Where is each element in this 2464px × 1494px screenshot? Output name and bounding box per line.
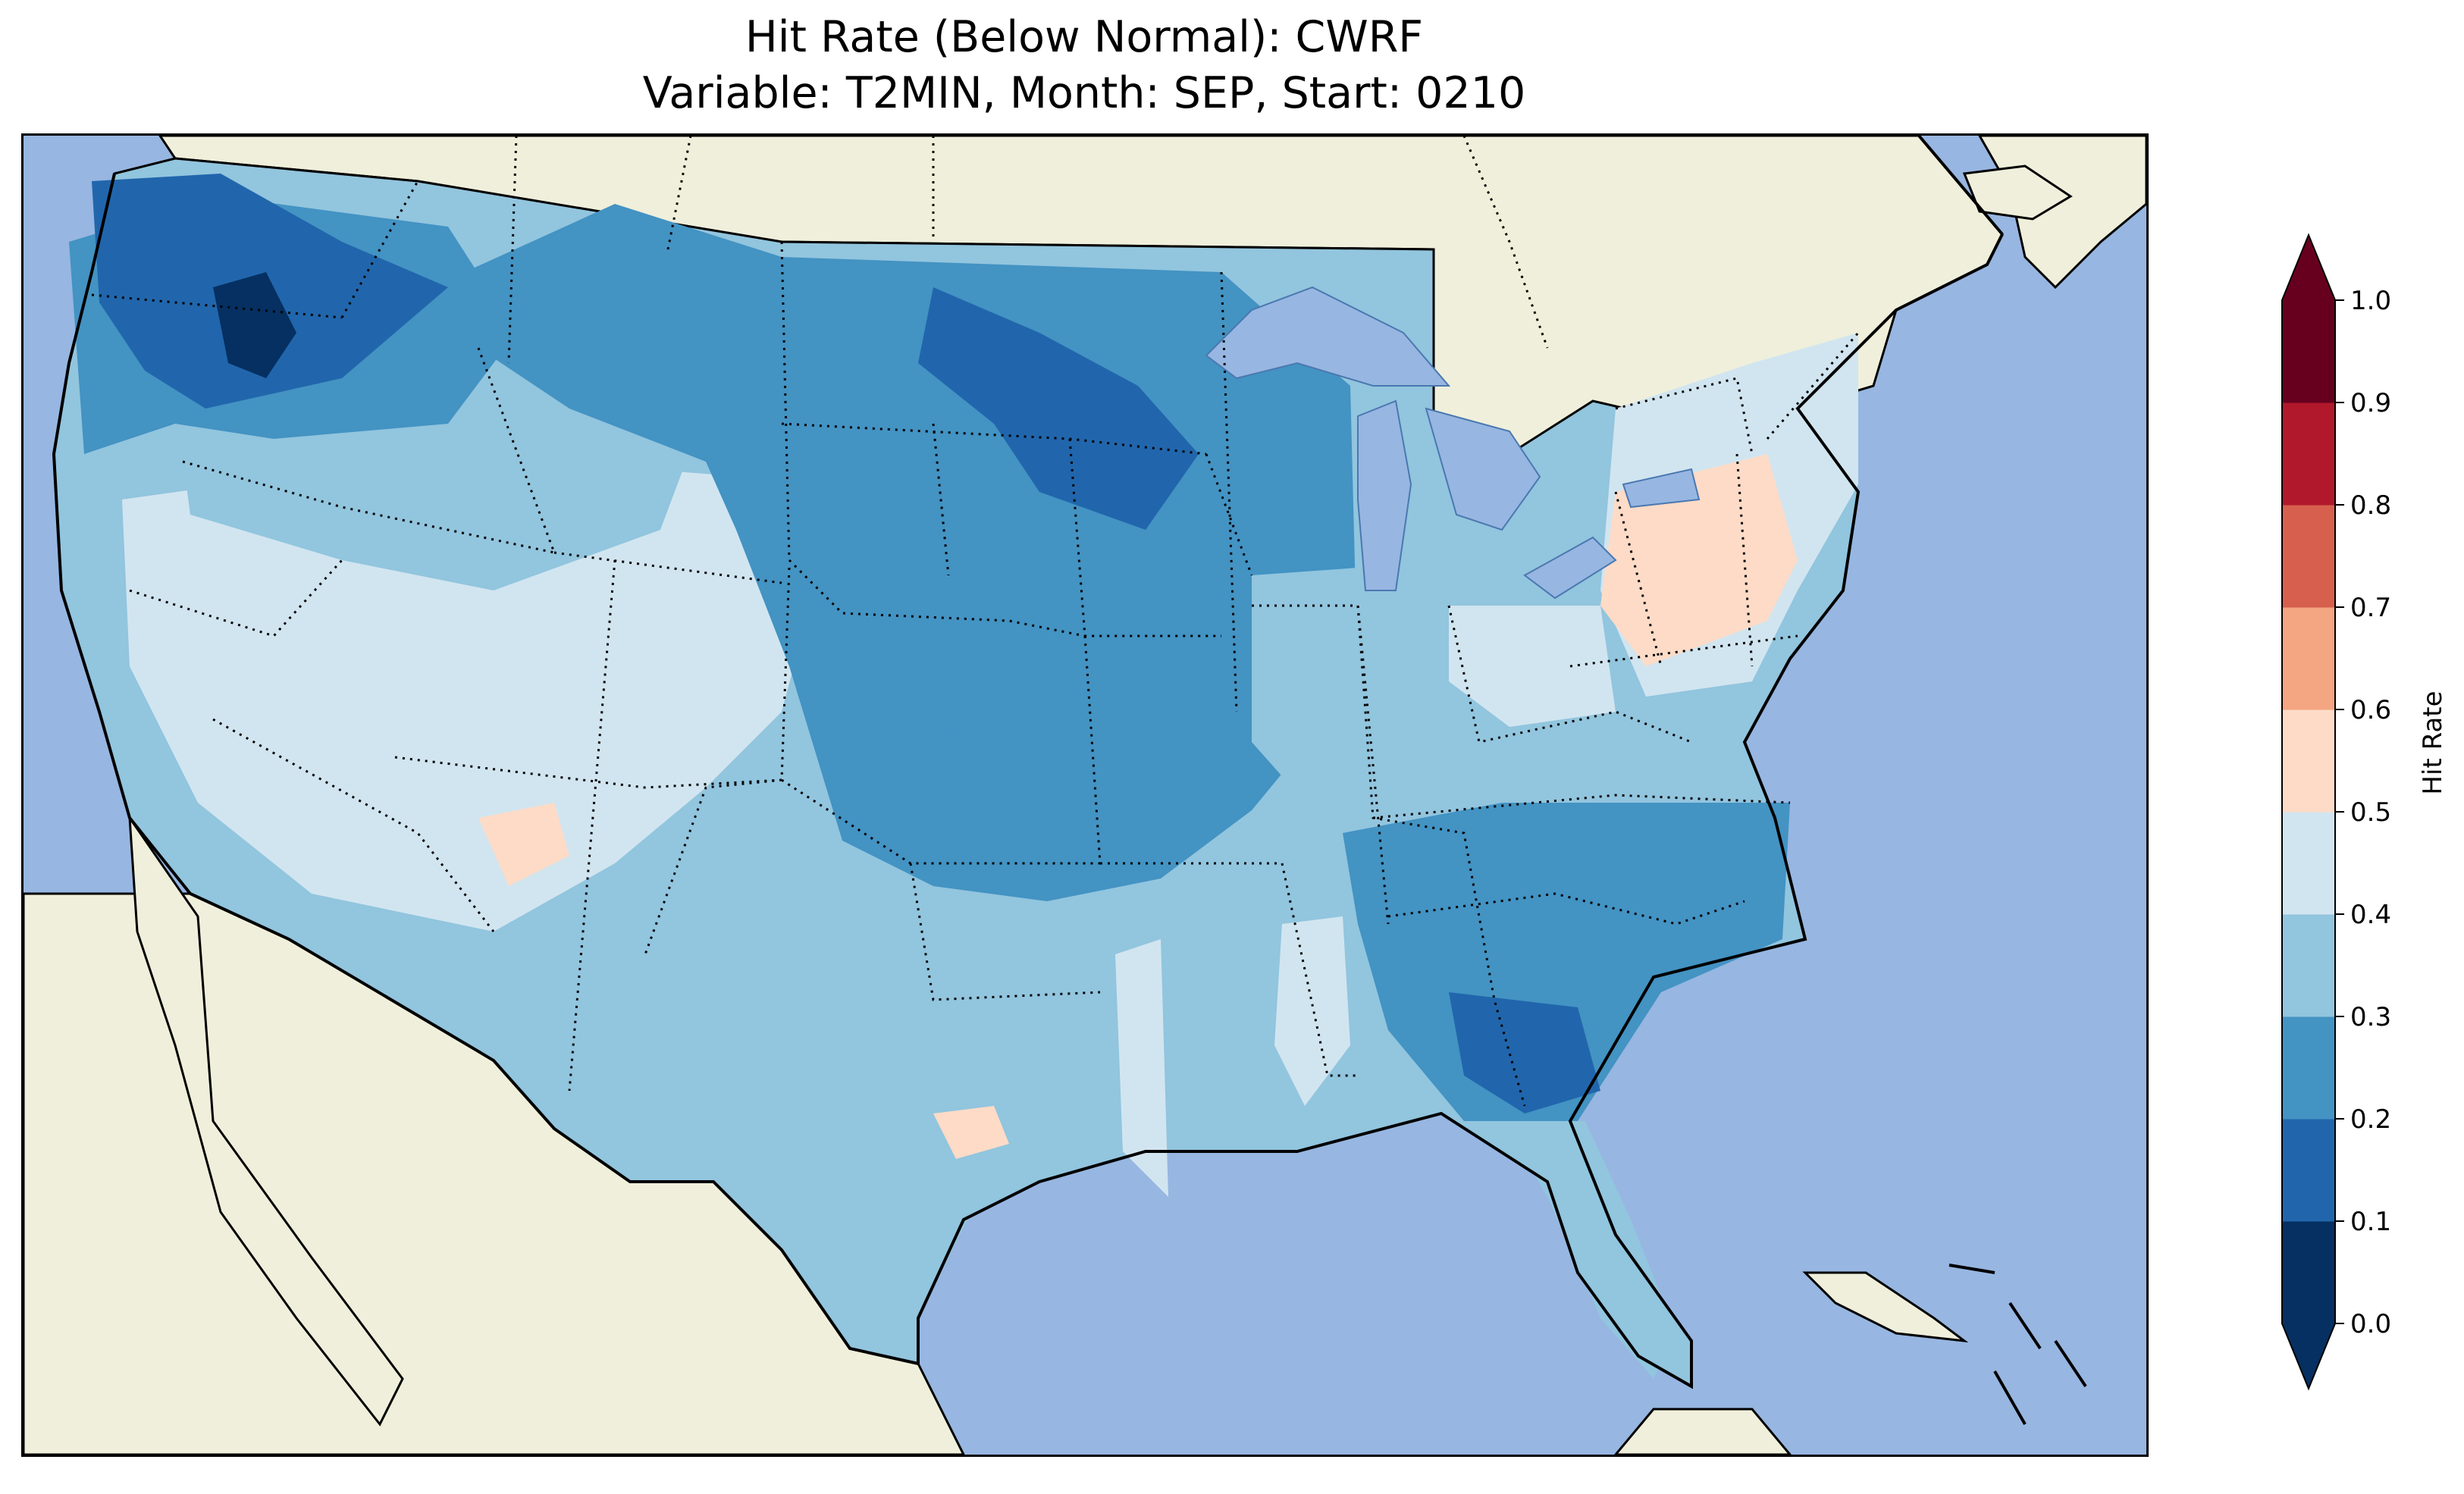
region-texas-light	[1115, 939, 1168, 1197]
colorbar-tick-label: 0.8	[2350, 490, 2391, 521]
lake-superior	[1205, 286, 1451, 387]
region-nm-patch	[478, 803, 569, 886]
region-texas	[645, 879, 1146, 1318]
region-mississippi-light	[1274, 916, 1350, 1106]
region-georgia-dark	[1449, 992, 1600, 1113]
lake-erie	[1523, 536, 1617, 600]
colorbar-tick-label: 0.9	[2350, 388, 2391, 418]
colorbar-segment	[2282, 914, 2335, 1017]
colorbar-tick-label: 1.0	[2350, 286, 2391, 316]
colorbar-tick-label: 0.3	[2350, 1002, 2391, 1032]
region-northwest-deepest	[213, 272, 296, 378]
colorbar-segment	[2282, 1016, 2335, 1120]
colorbar-extend-min	[2282, 1323, 2335, 1389]
colorbar-tick-label: 0.5	[2350, 797, 2391, 828]
map-canvas	[24, 136, 2146, 1455]
colorbar-segment	[2282, 505, 2335, 608]
colorbar-extend-max	[2282, 235, 2335, 300]
lake-ontario	[1622, 468, 1701, 509]
state-boundaries	[91, 136, 1860, 1107]
region-florida	[1502, 1121, 1676, 1379]
caribbean-islands	[1948, 1264, 2087, 1425]
colorbar-tick-label: 0.7	[2350, 593, 2391, 623]
chart-subtitle: Variable: T2MIN, Month: SEP, Start: 0210	[642, 68, 1526, 118]
colorbar-segment	[2282, 607, 2335, 710]
colorbar: 0.0 0.1 0.2 0.3 0.4 0.5 0.6 0.7 0.8 0.9 1.0 Hit Ra…	[2281, 233, 2448, 1391]
region-ohio-light	[1449, 606, 1616, 727]
yucatan-land	[1614, 1408, 1792, 1455]
colorbar-blocks	[2281, 233, 2336, 1391]
region-southwest	[122, 454, 842, 932]
lake-michigan	[1357, 399, 1412, 591]
colorbar-segment	[2282, 402, 2335, 506]
chart-title: Hit Rate (Below Normal): CWRF	[745, 12, 1424, 62]
colorbar-tick-label: 0.0	[2350, 1309, 2391, 1339]
colorbar-tick-label: 0.2	[2350, 1104, 2391, 1135]
region-minnesota-dark	[918, 287, 1199, 530]
colorbar-ticks: 0.0 0.1 0.2 0.3 0.4 0.5 0.6 0.7 0.8 0.9 1.0	[2335, 286, 2391, 1339]
coastlines	[52, 136, 2004, 1389]
colorbar-segment	[2282, 1119, 2335, 1222]
colorbar-segment	[2282, 812, 2335, 915]
region-southeast	[1343, 803, 1790, 1121]
colorbar-segment	[2282, 300, 2335, 403]
colorbar-tick-label: 0.4	[2350, 900, 2391, 930]
colorbar-segment	[2282, 709, 2335, 813]
cuba-land	[1802, 1271, 1969, 1343]
colorbar-segment	[2282, 1221, 2335, 1324]
baja-land	[128, 813, 404, 1427]
map-panel	[21, 133, 2149, 1457]
colorbar-tick-label: 0.6	[2350, 695, 2391, 725]
lake-huron	[1425, 407, 1541, 531]
region-texas-patch	[933, 1106, 1009, 1159]
colorbar-tick-label: 0.1	[2350, 1207, 2391, 1237]
colorbar-label: Hit Rate	[2418, 691, 2448, 794]
